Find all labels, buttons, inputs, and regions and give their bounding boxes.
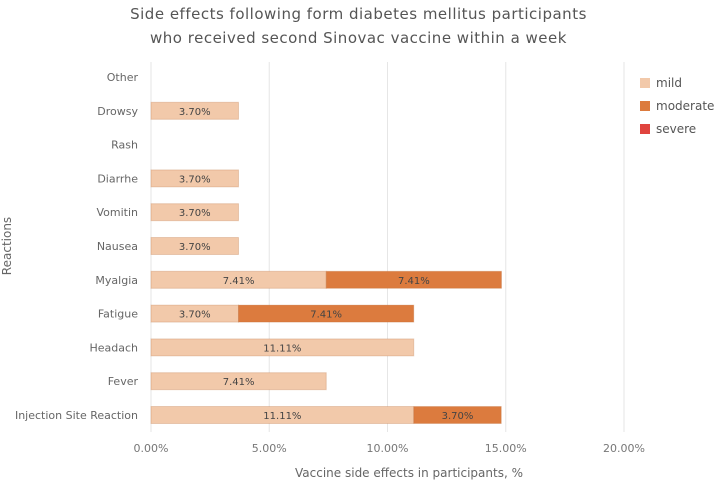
category-label: Headach: [89, 341, 138, 354]
category-label: Vomitin: [96, 206, 138, 219]
category-label: Diarrhe: [97, 172, 138, 185]
category-label: Rash: [111, 139, 138, 152]
legend: mild moderate severe: [640, 76, 714, 136]
bar-segment-mild: [150, 169, 240, 188]
legend-swatch-mild: [640, 78, 650, 88]
category-label: Fatigue: [98, 308, 138, 321]
data-label: 7.41%: [398, 276, 430, 287]
x-tick-label: 0.00%: [134, 442, 169, 455]
category-label: Fever: [108, 375, 139, 388]
data-label: 3.70%: [179, 310, 211, 321]
data-label: 3.70%: [179, 242, 211, 253]
data-label: 3.70%: [179, 174, 211, 185]
category-label: Nausea: [97, 240, 138, 253]
data-label: 3.70%: [179, 208, 211, 219]
legend-label-mild: mild: [656, 76, 682, 90]
legend-label-severe: severe: [656, 122, 696, 136]
bar-segment-mild: [150, 338, 415, 357]
x-tick-labels: 0.00% 5.00% 10.00% 15.00% 20.00%: [134, 442, 645, 455]
bar-segment-moderate: [413, 406, 502, 424]
bars: 3.70% 3.70% 3.70% 3.70% 7.41% 7.41% 3.70% 7.41%…: [150, 101, 502, 424]
bar-segment-mild: [150, 237, 240, 255]
legend-label-moderate: moderate: [656, 99, 714, 113]
data-label: 3.70%: [179, 107, 211, 118]
bar-segment-moderate: [238, 304, 415, 323]
data-label: 11.11%: [263, 411, 301, 422]
x-tick-label: 5.00%: [252, 442, 287, 455]
bar-segment-moderate: [325, 270, 502, 289]
category-label: Other: [107, 71, 139, 84]
chart-title-line-2: who received second Sinovac vaccine with…: [150, 29, 567, 47]
data-label: 7.41%: [223, 276, 255, 287]
bar-segment-mild: [150, 101, 240, 120]
x-tick-label: 20.00%: [603, 442, 645, 455]
legend-swatch-severe: [640, 124, 650, 134]
x-tick-label: 15.00%: [485, 442, 527, 455]
x-tick-label: 10.00%: [367, 442, 409, 455]
data-label: 7.41%: [223, 377, 255, 388]
data-label: 3.70%: [442, 411, 474, 422]
legend-swatch-moderate: [640, 101, 650, 111]
data-label: 11.11%: [263, 343, 301, 354]
bar-segment-mild: [150, 203, 240, 222]
category-label: Drowsy: [97, 105, 138, 118]
category-label: Myalgia: [95, 274, 138, 287]
chart-title-line-1: Side effects following form diabetes mel…: [130, 5, 587, 23]
category-labels: Other Drowsy Rash Diarrhe Vomitin Nausea Myalg…: [15, 71, 139, 422]
data-label: 7.41%: [310, 310, 342, 321]
bar-segment-mild: [150, 372, 327, 391]
y-axis-label: Reactions: [0, 217, 14, 275]
x-axis-label: Vaccine side effects in participants, %: [295, 466, 523, 480]
category-label: Injection Site Reaction: [15, 409, 138, 422]
